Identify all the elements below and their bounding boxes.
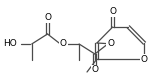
Text: O: O xyxy=(91,66,98,75)
Text: O: O xyxy=(60,40,67,48)
Text: O: O xyxy=(109,7,116,16)
Text: O: O xyxy=(141,55,148,63)
Text: O: O xyxy=(44,14,51,22)
Text: O: O xyxy=(107,40,114,48)
Text: HO: HO xyxy=(3,40,17,48)
